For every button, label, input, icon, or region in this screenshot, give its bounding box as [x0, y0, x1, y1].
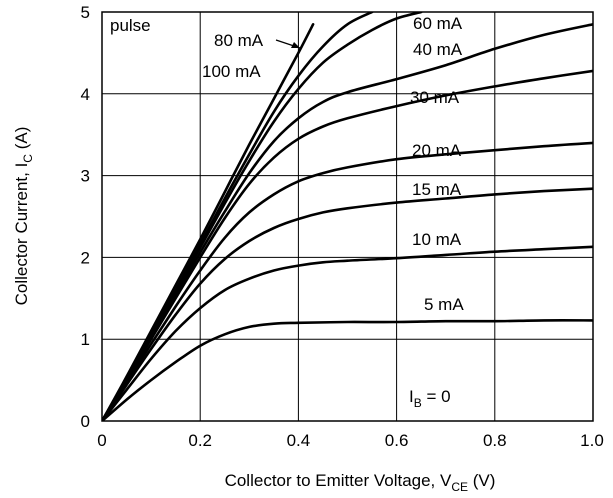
- x-tick-label: 1.0: [580, 431, 604, 450]
- ib-zero-label: IB = 0: [409, 387, 451, 410]
- x-tick-label: 0.8: [483, 431, 507, 450]
- grid: [102, 12, 593, 421]
- x-tick-label: 0.6: [385, 431, 409, 450]
- series-line-20ma: [102, 141, 593, 421]
- y-tick-label: 5: [81, 3, 90, 22]
- series-line-5ma: [102, 319, 593, 421]
- label-20ma: 20 mA: [412, 141, 462, 160]
- y-tick-label: 0: [81, 412, 90, 431]
- series-line-100ma: [102, 23, 315, 421]
- y-tick-label: 4: [81, 85, 90, 104]
- label-40ma: 40 mA: [413, 40, 463, 59]
- x-tick-label: 0.2: [188, 431, 212, 450]
- series-line-10ma: [102, 245, 593, 421]
- label-100ma: 100 mA: [202, 62, 261, 81]
- tick-labels: 0 0.2 0.4 0.6 0.8 1.0 0 1 2 3 4 5: [81, 3, 604, 450]
- series-layer: [102, 12, 593, 421]
- label-5ma: 5 mA: [424, 295, 464, 314]
- series-line-30ma: [102, 69, 593, 421]
- label-80ma-arrowhead: [291, 42, 300, 48]
- series-line-15ma: [102, 187, 593, 421]
- x-axis-title: Collector to Emitter Voltage, VCE (V): [225, 471, 496, 494]
- label-15ma: 15 mA: [412, 180, 462, 199]
- pulse-annotation: pulse: [110, 16, 151, 35]
- series-line-80ma: [102, 12, 374, 421]
- y-tick-label: 2: [81, 248, 90, 267]
- x-tick-label: 0.4: [287, 431, 311, 450]
- x-tick-label: 0: [97, 431, 106, 450]
- plot-frame: [101, 11, 594, 422]
- label-30ma: 30 mA: [410, 88, 460, 107]
- label-80ma: 80 mA: [214, 31, 264, 50]
- y-tick-label: 3: [81, 167, 90, 186]
- label-60ma: 60 mA: [413, 14, 463, 33]
- y-tick-label: 1: [81, 330, 90, 349]
- label-10ma: 10 mA: [412, 230, 462, 249]
- y-axis-title: Collector Current, IC (A): [12, 127, 35, 306]
